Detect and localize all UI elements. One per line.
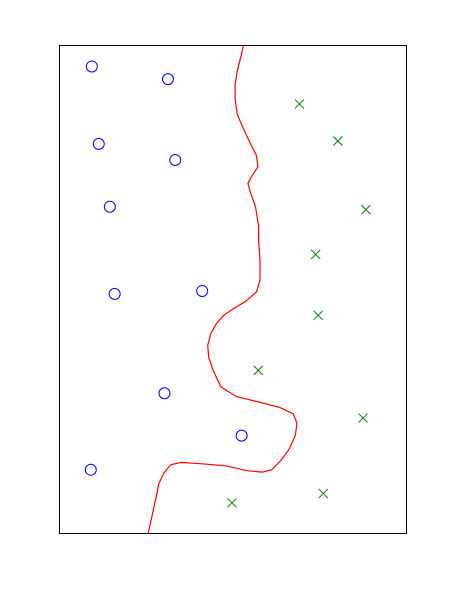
circle-point-1 — [161, 73, 174, 86]
circle-point-4 — [103, 200, 116, 213]
x-point-3 — [310, 249, 321, 260]
x-point-7 — [318, 488, 329, 499]
x-point-2 — [361, 204, 371, 215]
circle-point-9 — [84, 463, 97, 476]
circle-point-2 — [92, 137, 105, 150]
x-point-5 — [253, 365, 264, 376]
circle-point-5 — [108, 287, 121, 300]
circle-point-3 — [169, 153, 182, 166]
circle-point-7 — [158, 387, 171, 400]
circle-point-0 — [85, 60, 98, 73]
x-point-1 — [332, 136, 343, 146]
circle-point-6 — [196, 284, 209, 297]
x-point-0 — [294, 99, 305, 109]
circle-point-8 — [235, 429, 248, 442]
x-point-4 — [313, 310, 323, 321]
decision-boundary-line — [147, 45, 298, 534]
x-point-8 — [227, 497, 237, 508]
x-point-6 — [358, 413, 368, 423]
data-markers — [84, 60, 371, 508]
